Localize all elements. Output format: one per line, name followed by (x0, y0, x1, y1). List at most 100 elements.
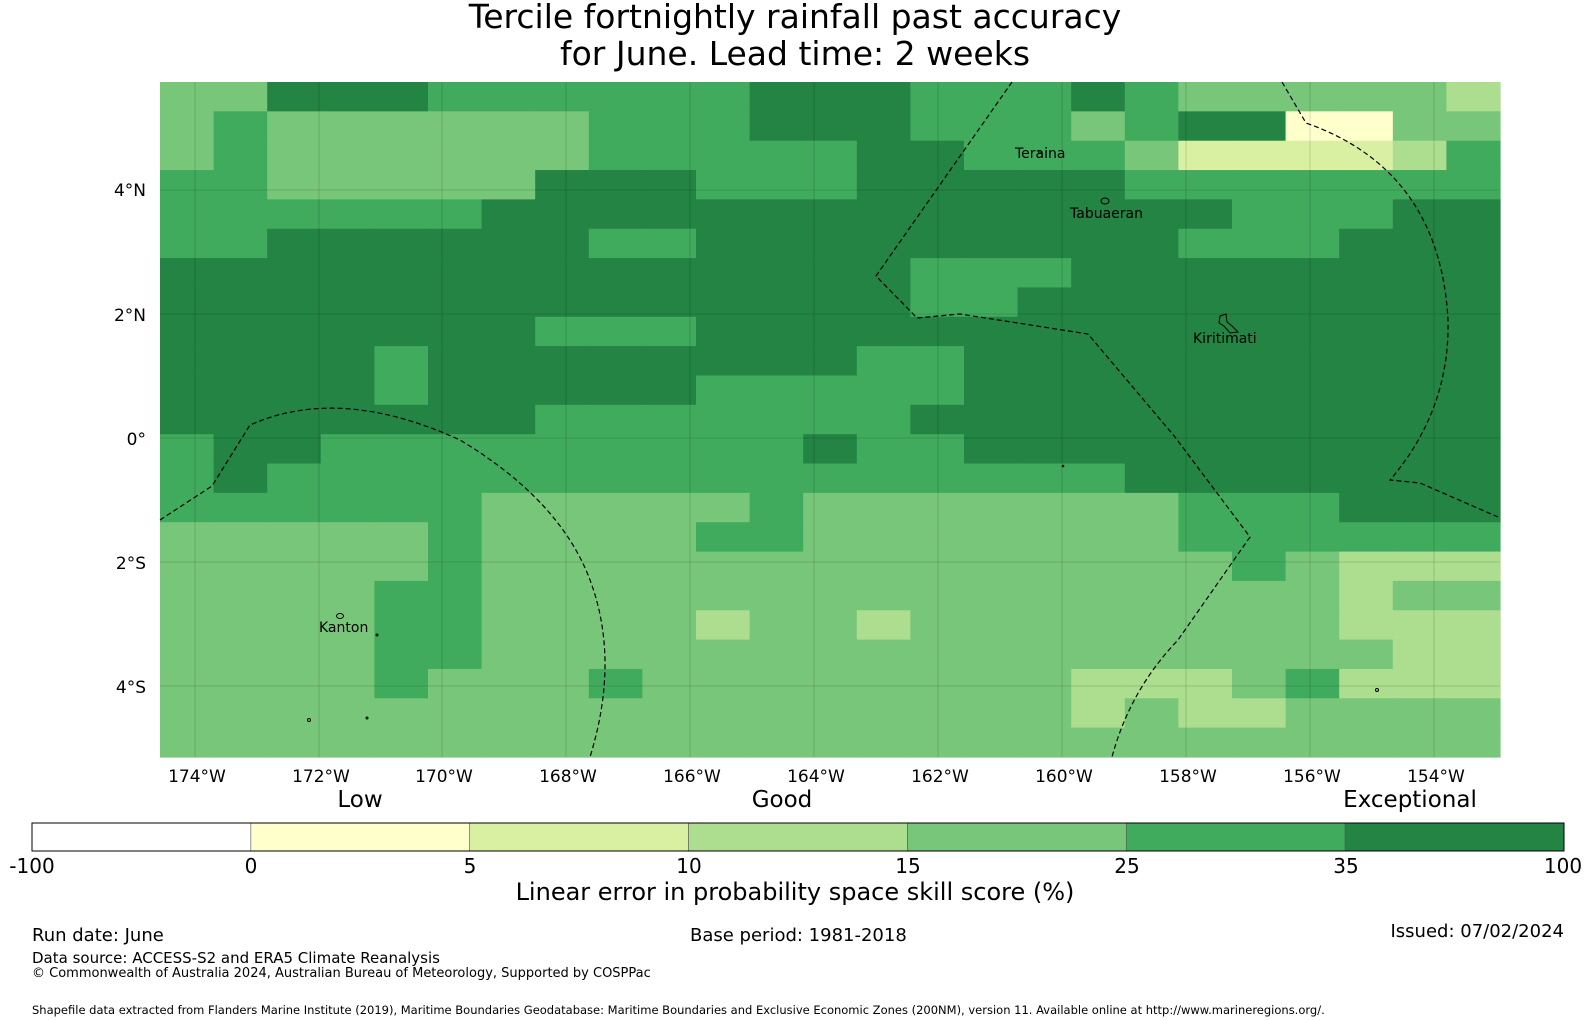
copyright: © Commonwealth of Australia 2024, Austra… (32, 966, 651, 981)
grid-cell (1017, 492, 1072, 523)
grid-cell (535, 639, 590, 670)
colorbar (31, 822, 1565, 852)
islet-4 (1061, 464, 1065, 468)
grid-cell (910, 375, 965, 406)
grid-cell (267, 434, 322, 465)
grid-cell (267, 580, 322, 611)
grid-cell (910, 140, 965, 171)
grid-cell (696, 170, 751, 200)
grid-cell (320, 639, 375, 670)
grid-cell (1392, 639, 1447, 670)
grid-cell (1392, 140, 1447, 171)
grid-cell (1285, 434, 1340, 465)
grid-cell (1446, 228, 1501, 259)
grid-cell (1071, 522, 1126, 553)
grid-cell (1446, 610, 1501, 641)
grid-cell (642, 610, 697, 641)
colorbar-segment (1344, 822, 1565, 852)
grid-cell (320, 580, 375, 611)
lon-label-154w: 154°W (1407, 767, 1465, 787)
grid-cell (803, 492, 858, 523)
grid-cell (481, 258, 536, 289)
lon-label-174w: 174°W (168, 767, 226, 787)
grid-cell (749, 668, 804, 699)
grid-cell (910, 316, 965, 347)
grid-cell (428, 492, 483, 523)
grid-cell (856, 316, 911, 347)
place-label-kanton: Kanton (319, 620, 369, 636)
grid-cell (1285, 170, 1340, 200)
grid-cell (642, 82, 697, 112)
grid-cell (1071, 258, 1126, 289)
grid-cell (1017, 170, 1072, 200)
grid-cell (1124, 434, 1179, 465)
grid-cell (803, 463, 858, 494)
grid-cell (1285, 199, 1340, 230)
grid-cell (1178, 287, 1233, 318)
grid-cell (1285, 639, 1340, 670)
grid-cell (1124, 610, 1179, 641)
grid-cell (749, 316, 804, 347)
grid-cell (374, 82, 429, 112)
grid-cell (374, 522, 429, 553)
grid-cell (749, 463, 804, 494)
grid-cell (481, 434, 536, 465)
grid-cell (1285, 522, 1340, 553)
grid-cell (964, 316, 1019, 347)
grid-cell (910, 522, 965, 553)
grid-cell (803, 522, 858, 553)
grid-cell (320, 551, 375, 582)
grid-cell (213, 404, 268, 435)
grid-cell (1017, 727, 1072, 758)
grid-cell (964, 228, 1019, 259)
grid-cell (910, 727, 965, 758)
grid-cell (1017, 258, 1072, 289)
grid-cell (535, 199, 590, 230)
grid-cell (964, 492, 1019, 523)
grid-cell (160, 727, 215, 758)
grid-cell (642, 580, 697, 611)
grid-cell (1339, 346, 1394, 377)
grid-cell (267, 258, 322, 289)
grid-cell (535, 434, 590, 465)
grid-cell (1339, 199, 1394, 230)
grid-cell (1392, 610, 1447, 641)
grid-cell (1339, 287, 1394, 318)
grid-cell (320, 140, 375, 171)
grid-cell (1285, 551, 1340, 582)
grid-cell (1446, 111, 1501, 142)
grid-cell (213, 727, 268, 758)
grid-cell (964, 82, 1019, 112)
grid-cell (1285, 727, 1340, 758)
grid-cell (803, 727, 858, 758)
grid-cell (696, 140, 751, 171)
grid-cell (964, 727, 1019, 758)
grid-cell (428, 228, 483, 259)
grid-cell (160, 492, 215, 523)
grid-cell (749, 287, 804, 318)
grid-cell (481, 668, 536, 699)
grid-cell (1178, 668, 1233, 699)
grid-cell (1071, 668, 1126, 699)
grid-cell (374, 698, 429, 729)
grid-cell (481, 551, 536, 582)
grid-cell (1124, 316, 1179, 347)
grid-cell (374, 463, 429, 494)
grid-cell (749, 727, 804, 758)
grid-cell (160, 668, 215, 699)
grid-cell (1285, 668, 1340, 699)
grid-cell (320, 375, 375, 406)
grid-cell (374, 404, 429, 435)
grid-cell (428, 111, 483, 142)
islet-1 (307, 718, 311, 722)
grid-cell (749, 639, 804, 670)
grid-cell (696, 346, 751, 377)
grid-cell (696, 492, 751, 523)
grid-cell (213, 551, 268, 582)
grid-cell (803, 228, 858, 259)
grid-cell (1339, 580, 1394, 611)
issued-date: Issued: 07/02/2024 (1390, 921, 1564, 942)
grid-cell (642, 551, 697, 582)
grid-cell (749, 346, 804, 377)
grid-cell (1232, 668, 1287, 699)
